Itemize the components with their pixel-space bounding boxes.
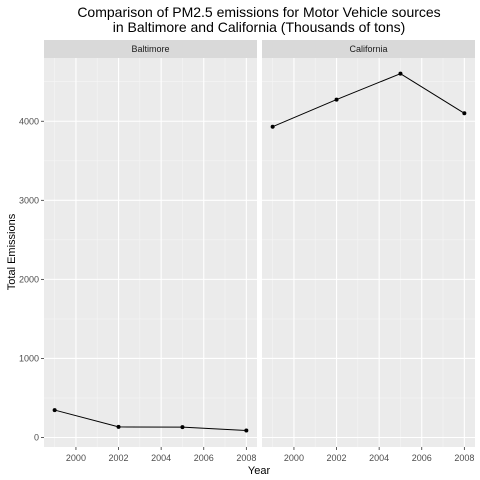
y-axis-title: Total Emissions (6, 213, 18, 290)
data-point (270, 124, 275, 129)
chart-title-line-2: in Baltimore and California (Thousands o… (113, 19, 406, 35)
data-point (462, 111, 467, 116)
data-point (334, 97, 339, 102)
x-tick-label: 2004 (369, 453, 389, 463)
data-point (116, 424, 121, 429)
x-tick-label: 2006 (412, 453, 432, 463)
x-tick-label: 2002 (109, 453, 129, 463)
x-tick-label: 2008 (236, 453, 256, 463)
panel-background (262, 58, 475, 447)
x-tick-label: 2002 (327, 453, 347, 463)
data-point (398, 71, 403, 76)
x-tick-label: 2000 (284, 453, 304, 463)
data-point (180, 425, 185, 430)
series-line-california (272, 73, 465, 128)
y-tick-label: 0 (34, 433, 39, 443)
strip-label: Baltimore (131, 44, 169, 54)
y-axis: 0 1000 2000 3000 4000 (19, 116, 44, 443)
strip-label: California (349, 44, 387, 54)
facet-panels: Baltimore 2000 2002 2004 2006 2008 California 2… (44, 40, 475, 463)
x-tick-label: 2008 (454, 453, 474, 463)
data-point (244, 428, 249, 433)
x-tick-label: 2004 (151, 453, 171, 463)
y-tick-label: 4000 (19, 116, 39, 126)
panel-baltimore: Baltimore 2000 2002 2004 2006 2008 (44, 40, 257, 463)
strip-background (44, 40, 257, 58)
y-tick-label: 1000 (19, 353, 39, 363)
x-axis-title: Year (248, 465, 271, 477)
y-tick-label: 2000 (19, 274, 39, 284)
x-tick-label: 2000 (66, 453, 86, 463)
panel-background (44, 58, 257, 447)
chart-title-line-1: Comparison of PM2.5 emissions for Motor … (77, 4, 440, 20)
series-line-baltimore (54, 409, 247, 431)
panel-california: California 2000 2002 2004 2006 2008 (262, 40, 475, 463)
data-point (52, 408, 57, 413)
y-tick-label: 3000 (19, 195, 39, 205)
strip-background (262, 40, 475, 58)
x-tick-label: 2006 (194, 453, 214, 463)
